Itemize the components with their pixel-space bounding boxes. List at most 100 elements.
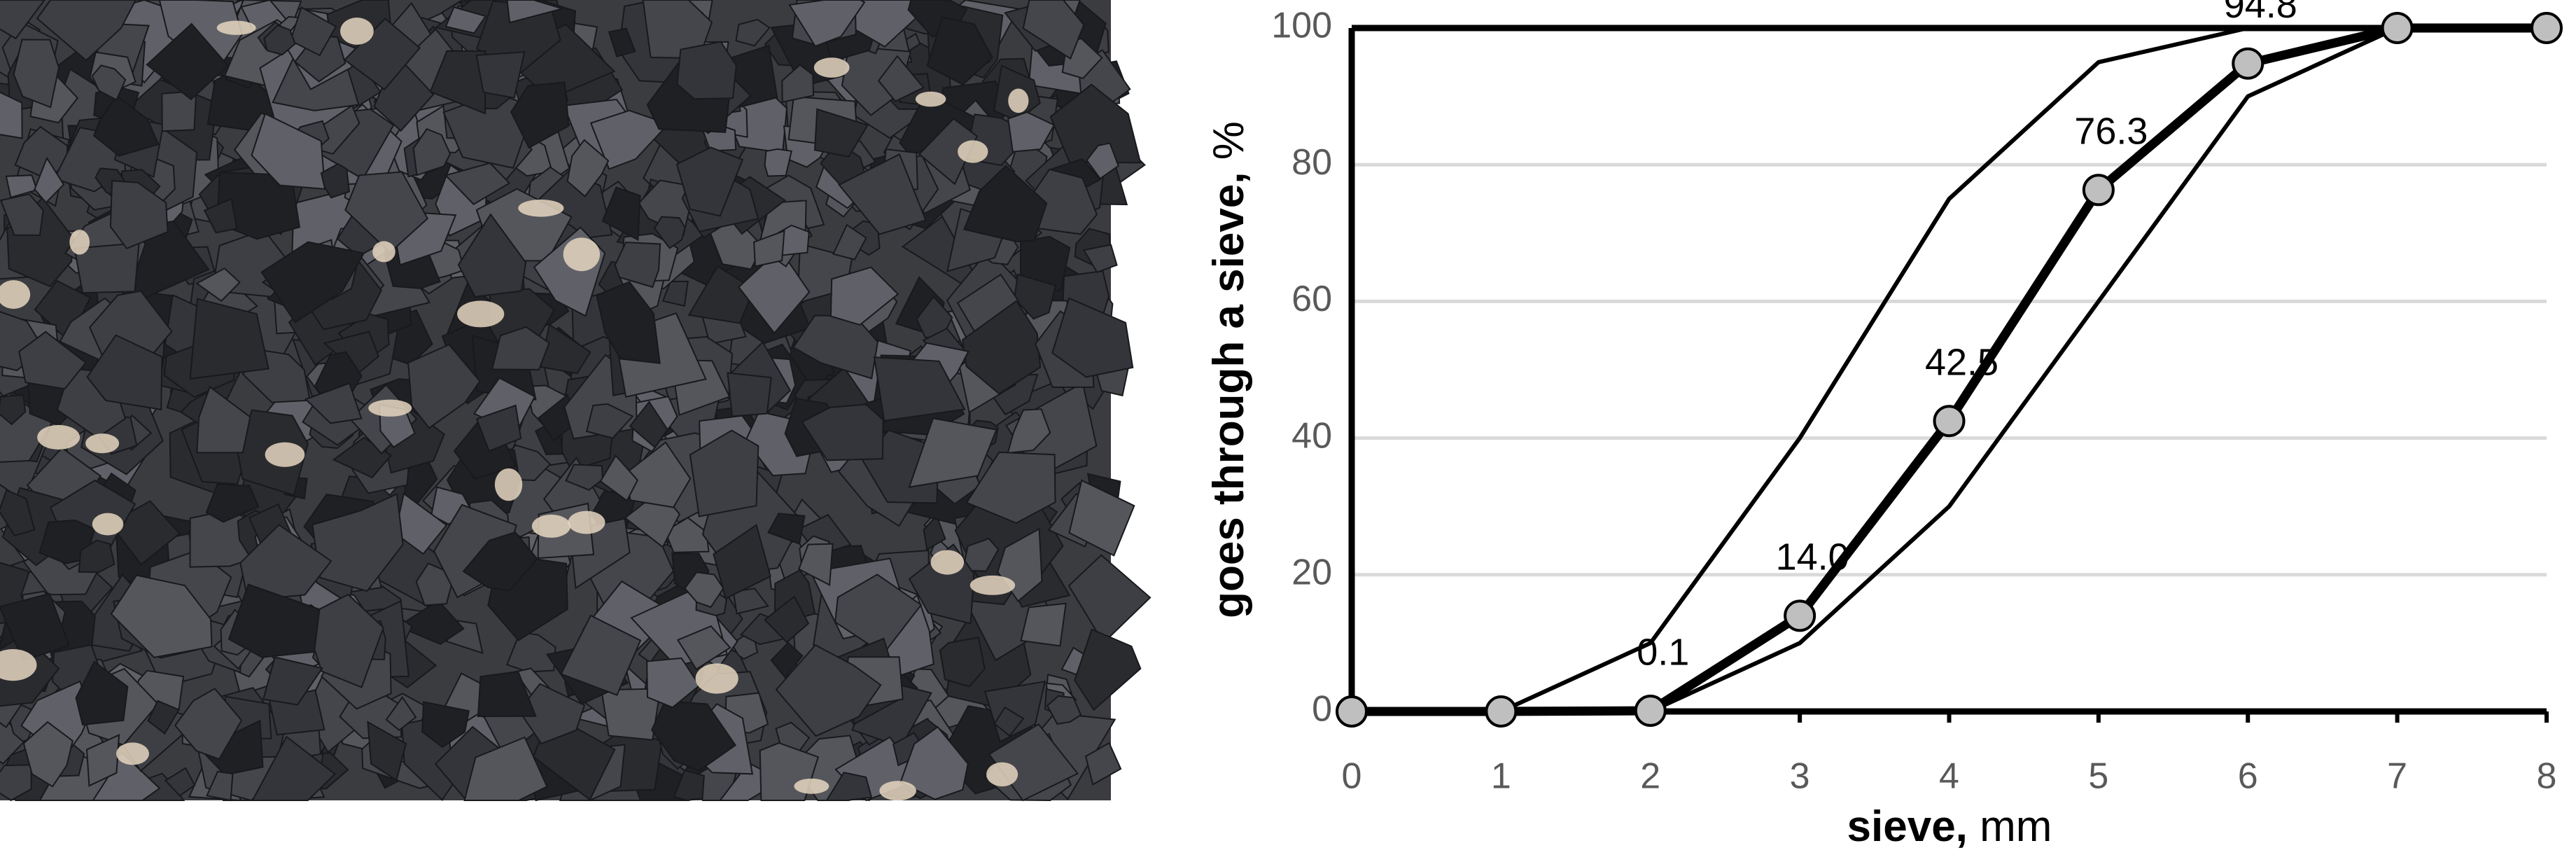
y-tick-label: 0 (1312, 689, 1332, 730)
rubber-crumb (764, 148, 792, 177)
rubber-crumb (653, 216, 686, 249)
x-tick-label: 7 (2387, 756, 2407, 797)
fiber-tuft (958, 140, 988, 163)
data-label: 76.3 (2074, 111, 2148, 153)
x-tick-label: 5 (2088, 756, 2108, 797)
rubber-crumb (1007, 111, 1056, 153)
rubber-crumb (1020, 602, 1067, 647)
rubber-crumb (788, 0, 866, 48)
rubber-crumb (0, 0, 46, 40)
rubber-crumb (1051, 297, 1134, 378)
rubber-crumb (1022, 0, 1085, 60)
rubber-crumb (206, 770, 234, 802)
data-point (2530, 12, 2563, 44)
rubber-crumb (34, 156, 65, 204)
rubber-crumb (825, 772, 873, 801)
rubber-crumb (608, 27, 636, 57)
rubber-crumb (560, 614, 642, 696)
data-point (1336, 695, 1368, 728)
data-point (1634, 695, 1667, 728)
rubber-crumb (505, 631, 556, 673)
rubber-crumb (873, 356, 966, 422)
data-point (2082, 174, 2115, 207)
rubber-crumb (676, 146, 744, 217)
rubber-crumb (344, 171, 429, 254)
rubber-crumb (312, 493, 404, 592)
y-tick-label: 40 (1292, 415, 1332, 456)
rubber-crumb (1082, 244, 1118, 274)
rubber-crumb (0, 193, 44, 237)
rubber-crumb (918, 118, 979, 186)
fiber-tuft (85, 433, 120, 454)
fiber-tuft (879, 781, 916, 801)
rubber-crumb (320, 162, 350, 199)
rubber-crumb (1014, 273, 1057, 320)
bound-line (1352, 26, 2398, 714)
rubber-crumb (830, 266, 899, 326)
rubber-crumb (407, 343, 481, 429)
fiber-tuft (563, 237, 601, 272)
rubber-crumb (596, 281, 661, 364)
rubber-crumb (676, 625, 732, 671)
x-tick-label: 0 (1342, 756, 1362, 797)
y-tick-label: 20 (1292, 552, 1332, 593)
rubber-crumb (684, 571, 724, 609)
chart: sieve, mm goes through a sieve, % 020406… (1205, 0, 2563, 851)
rubber-crumb (834, 573, 923, 655)
rubber-crumb (753, 230, 785, 267)
rubber-crumb (367, 721, 407, 781)
rubber-crumb (263, 24, 296, 56)
rubber-crumb (444, 162, 511, 205)
rubber-crumb (146, 22, 229, 101)
rubber-crumb (36, 0, 137, 62)
rubber-crumb (0, 764, 32, 802)
rubber-crumb (939, 637, 986, 688)
rubber-crumb (798, 543, 834, 586)
rubber-crumb (713, 524, 771, 600)
data-point (2381, 12, 2414, 44)
rubber-crumb (91, 64, 127, 102)
fiber-tuft (216, 20, 256, 35)
rubber-crumb (838, 153, 927, 235)
rubber-crumb (0, 91, 23, 139)
x-axis-label: sieve, mm (1847, 802, 2052, 851)
rubber-crumb (457, 213, 527, 298)
rubber-crumb (732, 588, 769, 615)
y-axis-label-bold: goes through a sieve, (1205, 172, 1253, 618)
fiber-tuft (531, 514, 571, 538)
rubber-crumb (781, 64, 815, 104)
y-tick-label: 80 (1292, 142, 1332, 183)
fiber-tuft (69, 230, 90, 255)
rubber-crumb (832, 223, 867, 260)
rubber-crumb (13, 39, 60, 109)
rubber-crumb (1068, 554, 1152, 644)
rubber-crumb (566, 139, 610, 197)
fiber-tuft (0, 280, 31, 310)
rubber-crumb (251, 735, 337, 801)
rubber-crumb (18, 331, 87, 390)
fiber-tuft (695, 663, 738, 694)
rubber-crumb (0, 592, 71, 662)
rubber-crumb (1074, 628, 1142, 711)
fiber-tuft (368, 399, 412, 417)
rubber-crumb (961, 300, 1042, 395)
x-axis-label-unit: mm (1980, 802, 2052, 851)
x-tick-label: 3 (1790, 756, 1810, 797)
rubber-crumb (174, 688, 243, 760)
rubber-crumb (673, 770, 705, 802)
data-point (1485, 695, 1518, 728)
y-tick-label: 60 (1292, 279, 1332, 319)
data-label: 0.1 (1637, 631, 1689, 673)
rubber-crumb (463, 736, 548, 801)
rubber-crumb (962, 165, 1048, 243)
rubber-crumb (506, 0, 566, 24)
rubber-crumb (899, 725, 969, 800)
x-tick-label: 2 (1640, 756, 1660, 797)
fiber-tuft (930, 550, 965, 575)
rubber-crumb (961, 537, 1000, 572)
rubber-crumb (518, 683, 586, 745)
fiber-tuft (969, 575, 1016, 595)
rubber-crumb (385, 696, 417, 732)
data-point (1933, 405, 1966, 438)
fiber-tuft (568, 510, 606, 534)
